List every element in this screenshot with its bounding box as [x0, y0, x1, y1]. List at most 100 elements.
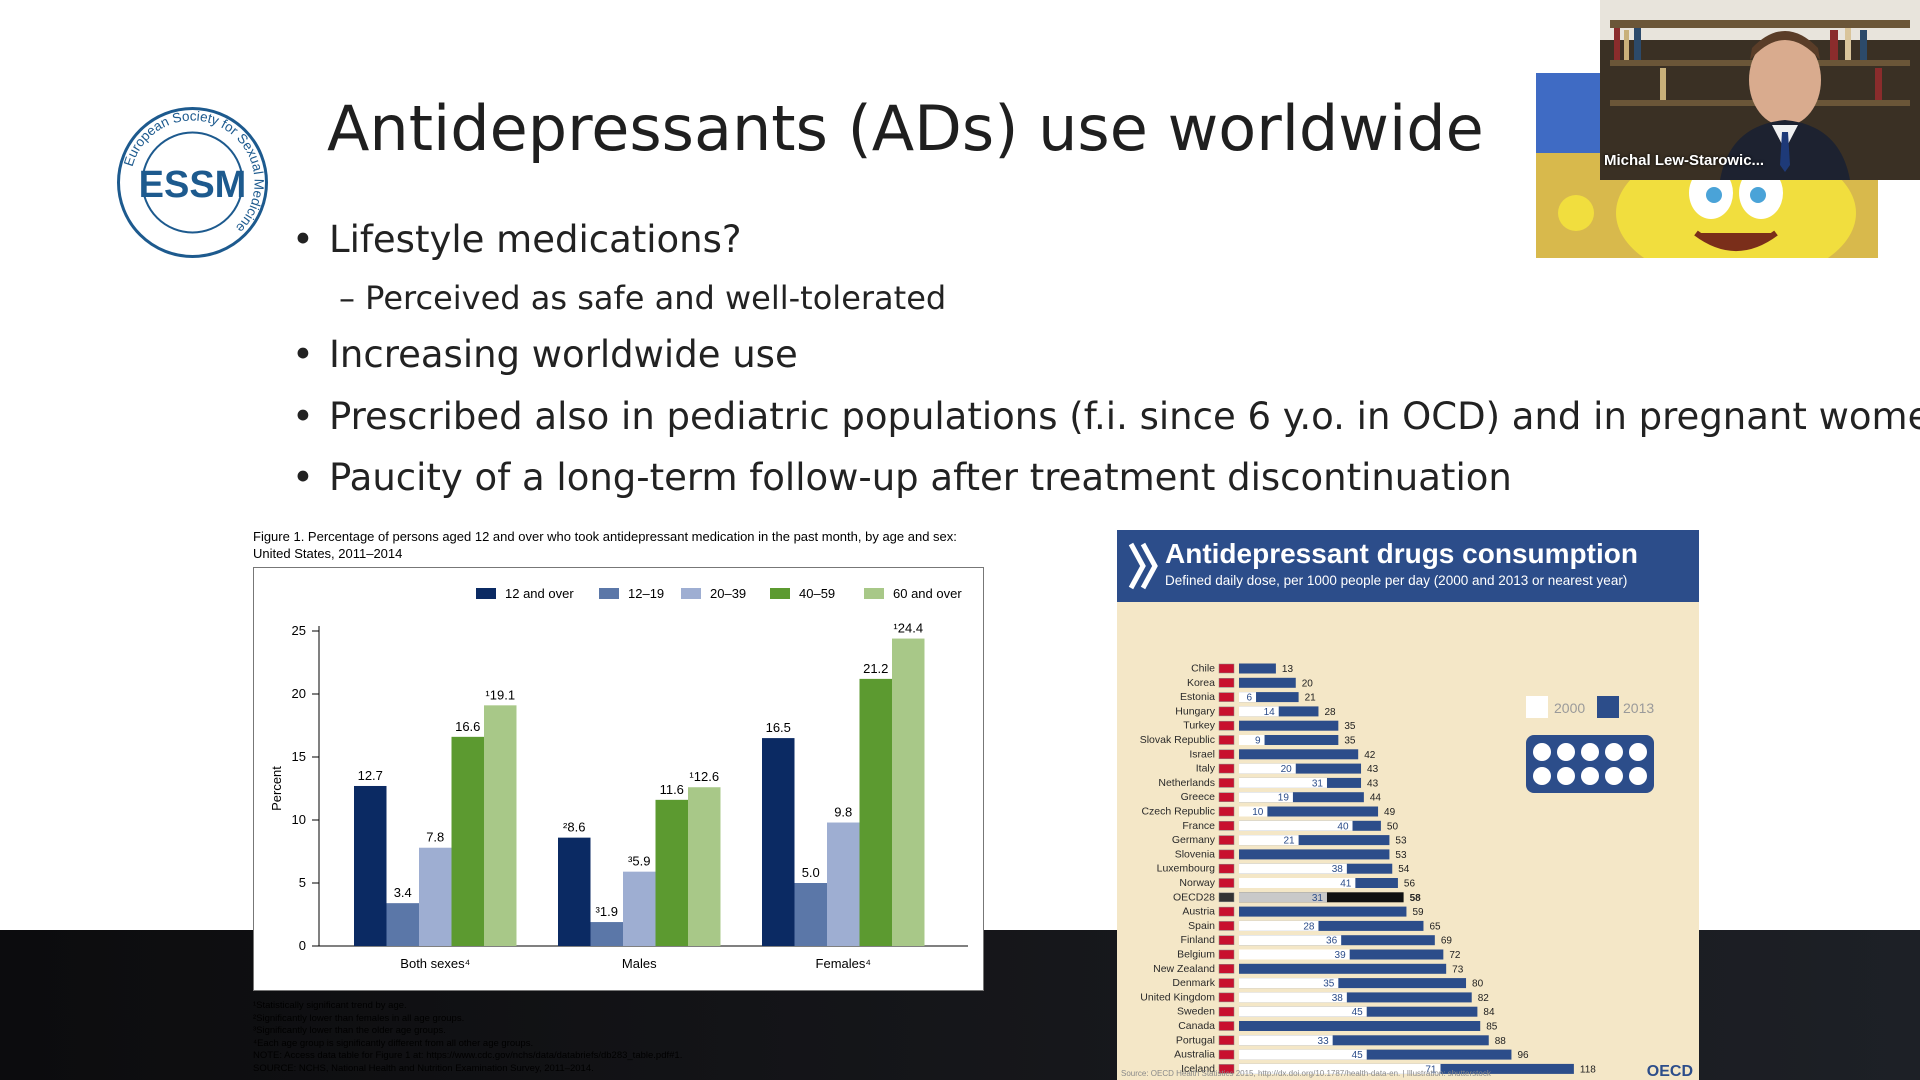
bar-2000-value: 45 — [1352, 1050, 1364, 1061]
country-flag-icon — [1218, 692, 1235, 702]
country-flag-icon — [1218, 1049, 1235, 1060]
bar-2000-value: 10 — [1252, 807, 1264, 818]
bar-2000 — [1239, 777, 1327, 788]
country-label: Korea — [1187, 677, 1215, 689]
note-line: SOURCE: NCHS, National Health and Nutrit… — [253, 1062, 594, 1074]
bar-2013-value: 28 — [1324, 707, 1336, 718]
bar — [354, 785, 387, 946]
bar — [386, 903, 419, 946]
bar-2000 — [1239, 1006, 1367, 1017]
bar-value-label: 7.8 — [426, 830, 444, 845]
country-label: Czech Republic — [1141, 806, 1215, 818]
bar-2000 — [1239, 1049, 1367, 1060]
country-flag-icon — [1218, 835, 1235, 845]
pill — [1533, 743, 1551, 761]
bar-2013 — [1239, 735, 1339, 745]
country-flag-icon — [1218, 949, 1235, 960]
legend-label-2000: 2000 — [1554, 700, 1585, 716]
bullet-text: Lifestyle medications? — [329, 218, 742, 261]
legend-label: 12 and over — [505, 586, 574, 601]
pill — [1557, 743, 1575, 761]
pill — [1557, 767, 1575, 785]
legend-swatch — [864, 588, 884, 599]
bar-2013-value: 73 — [1452, 964, 1464, 975]
country-flag-icon — [1218, 1035, 1235, 1046]
bullet-2: • Increasing worldwide use — [292, 333, 798, 376]
bullet-text: Paucity of a long-term follow-up after t… — [329, 456, 1512, 499]
bar-2013 — [1239, 677, 1296, 688]
bar — [590, 922, 623, 946]
country-flag-icon — [1218, 892, 1235, 903]
bar-2013-value: 49 — [1384, 807, 1396, 818]
bar-2013 — [1239, 763, 1362, 774]
us-antidepressant-bar-chart: 12 and over 12–19 20–39 40–59 60 and over 0 5 1… — [269, 586, 968, 971]
bar-2000-value: 39 — [1335, 950, 1347, 961]
bar-2013-value: 56 — [1404, 879, 1416, 890]
country-flag-icon — [1218, 878, 1235, 888]
country-label: New Zealand — [1153, 963, 1215, 975]
legend-label: 12–19 — [628, 586, 664, 601]
bar-2013-value: 44 — [1370, 793, 1382, 804]
country-label: Denmark — [1172, 977, 1215, 989]
country-label: OECD28 — [1173, 891, 1215, 903]
bar — [558, 837, 591, 946]
participant-name: Michal Lew-Starowic... — [1604, 152, 1765, 169]
legend-label: 20–39 — [710, 586, 746, 601]
y-axis-title: Percent — [269, 766, 284, 811]
oecd-chevron-icon — [1128, 542, 1158, 590]
bar-2000-value: 19 — [1278, 793, 1290, 804]
bar-2013-value: 58 — [1410, 893, 1422, 904]
bar-value-label: 11.6 — [660, 782, 684, 797]
bar-2013 — [1239, 792, 1364, 803]
bar-2000-value: 31 — [1312, 893, 1324, 904]
oecd-header: Antidepressant drugs consumption Defined… — [1117, 530, 1699, 602]
bar — [892, 638, 925, 946]
category-label: Females⁴ — [816, 956, 871, 971]
essm-logo: European Society for Sexual Medicine ESS… — [117, 107, 268, 258]
country-label: Australia — [1174, 1049, 1215, 1061]
webcam-tile[interactable]: Michal Lew-Starowic... — [1600, 0, 1920, 180]
bar-2013 — [1239, 920, 1424, 931]
country-label: Luxembourg — [1157, 863, 1216, 875]
legend-swatch — [476, 588, 496, 599]
bar-2000-value: 21 — [1283, 836, 1295, 847]
bullet-dot: • — [292, 456, 314, 499]
bar-value-label: 12.7 — [358, 768, 383, 783]
bar-2013-value: 84 — [1483, 1007, 1495, 1018]
bar-2013-value: 53 — [1395, 850, 1407, 861]
bar-2000-value: 38 — [1332, 993, 1344, 1004]
bar-2013 — [1239, 720, 1339, 731]
bar — [655, 799, 688, 946]
pill — [1605, 767, 1623, 785]
bar-2000 — [1239, 692, 1257, 703]
country-flag-icon — [1218, 863, 1235, 874]
bar-2013-value: 85 — [1486, 1022, 1498, 1033]
bar-value-label: ²8.6 — [563, 820, 585, 835]
bar — [827, 822, 860, 946]
oecd-subtitle: Defined daily dose, per 1000 people per … — [1165, 573, 1628, 588]
bar-2013-value: 20 — [1302, 678, 1314, 689]
pill — [1605, 743, 1623, 761]
y-tick-label: 5 — [299, 875, 306, 890]
bar-value-label: 16.5 — [766, 720, 791, 735]
bullet-1: • Lifestyle medications? — [292, 218, 742, 261]
bar-2013 — [1239, 978, 1467, 989]
bar-2013-value: 88 — [1495, 1036, 1507, 1047]
bar-2000-value: 31 — [1312, 778, 1324, 789]
bar-2000-value: 28 — [1303, 921, 1315, 932]
bar-2013 — [1239, 806, 1379, 817]
bar — [451, 736, 484, 946]
country-flag-icon — [1218, 906, 1235, 917]
country-flag-icon — [1218, 749, 1235, 760]
bar-2013 — [1239, 992, 1472, 1003]
bar-2000-value: 33 — [1318, 1036, 1330, 1047]
bar-value-label: ¹24.4 — [893, 621, 923, 636]
bar-2013 — [1239, 1021, 1481, 1031]
bar — [419, 847, 452, 946]
bar-2000 — [1239, 792, 1293, 803]
bar-2013 — [1239, 963, 1447, 974]
bar-2013 — [1239, 849, 1390, 860]
bar-2000-value: 36 — [1326, 936, 1338, 947]
country-flag-icon — [1218, 992, 1235, 1003]
pill — [1629, 743, 1647, 761]
